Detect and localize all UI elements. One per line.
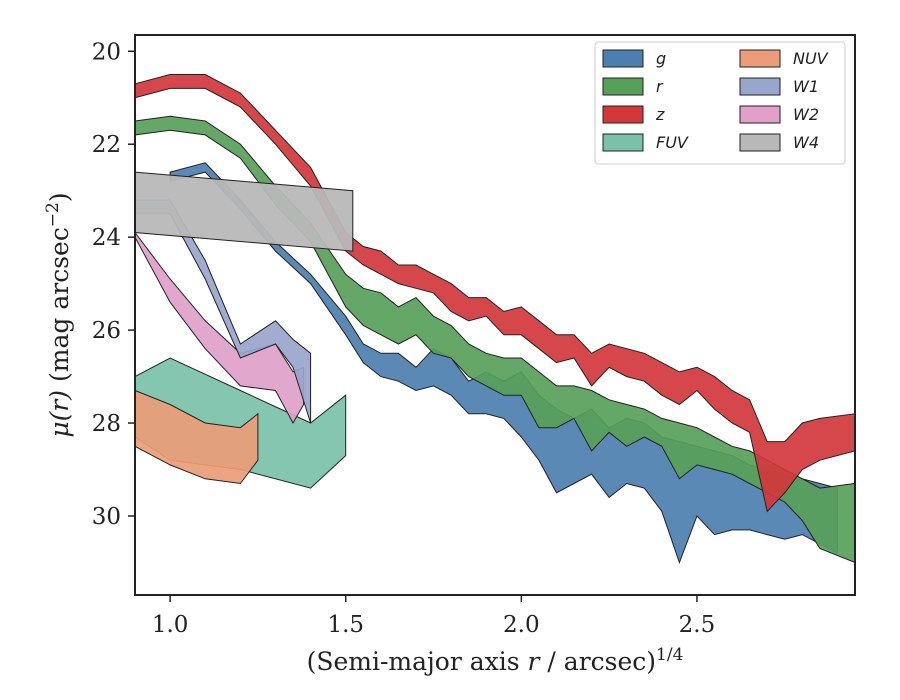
y-tick-label: 30 bbox=[92, 504, 121, 530]
legend-swatch-z bbox=[602, 105, 644, 124]
band-nuv bbox=[134, 389, 259, 485]
plot-frame bbox=[134, 34, 856, 596]
legend-swatch-w1 bbox=[739, 77, 781, 96]
y-ticks: 20 22 24 26 28 30 bbox=[92, 39, 135, 530]
band-w2 bbox=[134, 231, 305, 425]
legend-label-fuv: FUV bbox=[656, 133, 689, 152]
band-w4 bbox=[134, 171, 354, 252]
y-tick-label: 20 bbox=[92, 39, 121, 65]
legend-swatch-r bbox=[602, 77, 644, 96]
x-tick-label: 2.0 bbox=[503, 612, 540, 638]
y-tick-label: 24 bbox=[92, 225, 121, 251]
legend-label-w4: W4 bbox=[793, 133, 819, 152]
x-tick-label: 1.0 bbox=[152, 612, 189, 638]
legend-label-w1: W1 bbox=[793, 77, 819, 96]
legend-swatch-nuv bbox=[739, 49, 781, 68]
legend-label-z: z bbox=[655, 105, 665, 124]
x-tick-label: 1.5 bbox=[327, 612, 364, 638]
legend-box bbox=[594, 41, 846, 165]
y-tick-label: 28 bbox=[92, 411, 121, 437]
legend: grz FUV NUV W1 W2 W4 bbox=[594, 41, 846, 165]
x-ticks: 1.0 1.5 2.0 2.5 bbox=[152, 595, 715, 638]
legend-label-w2: W2 bbox=[793, 105, 819, 124]
legend-label-r: r bbox=[656, 77, 664, 96]
legend-label-g: g bbox=[656, 49, 666, 68]
legend-label-nuv: NUV bbox=[793, 49, 829, 68]
x-axis-label: (Semi-major axis r / arcsec)1/4 bbox=[307, 645, 684, 676]
legend-swatch-w4 bbox=[739, 133, 781, 152]
legend-swatch-fuv bbox=[602, 133, 644, 152]
legend-swatch-w2 bbox=[739, 105, 781, 124]
y-axis-label: μ(r) (mag arcsec−2) bbox=[43, 192, 74, 437]
x-tick-label: 2.5 bbox=[679, 612, 716, 638]
y-tick-label: 26 bbox=[92, 318, 121, 344]
legend-swatch-g bbox=[602, 49, 644, 68]
y-tick-label: 22 bbox=[92, 132, 121, 158]
